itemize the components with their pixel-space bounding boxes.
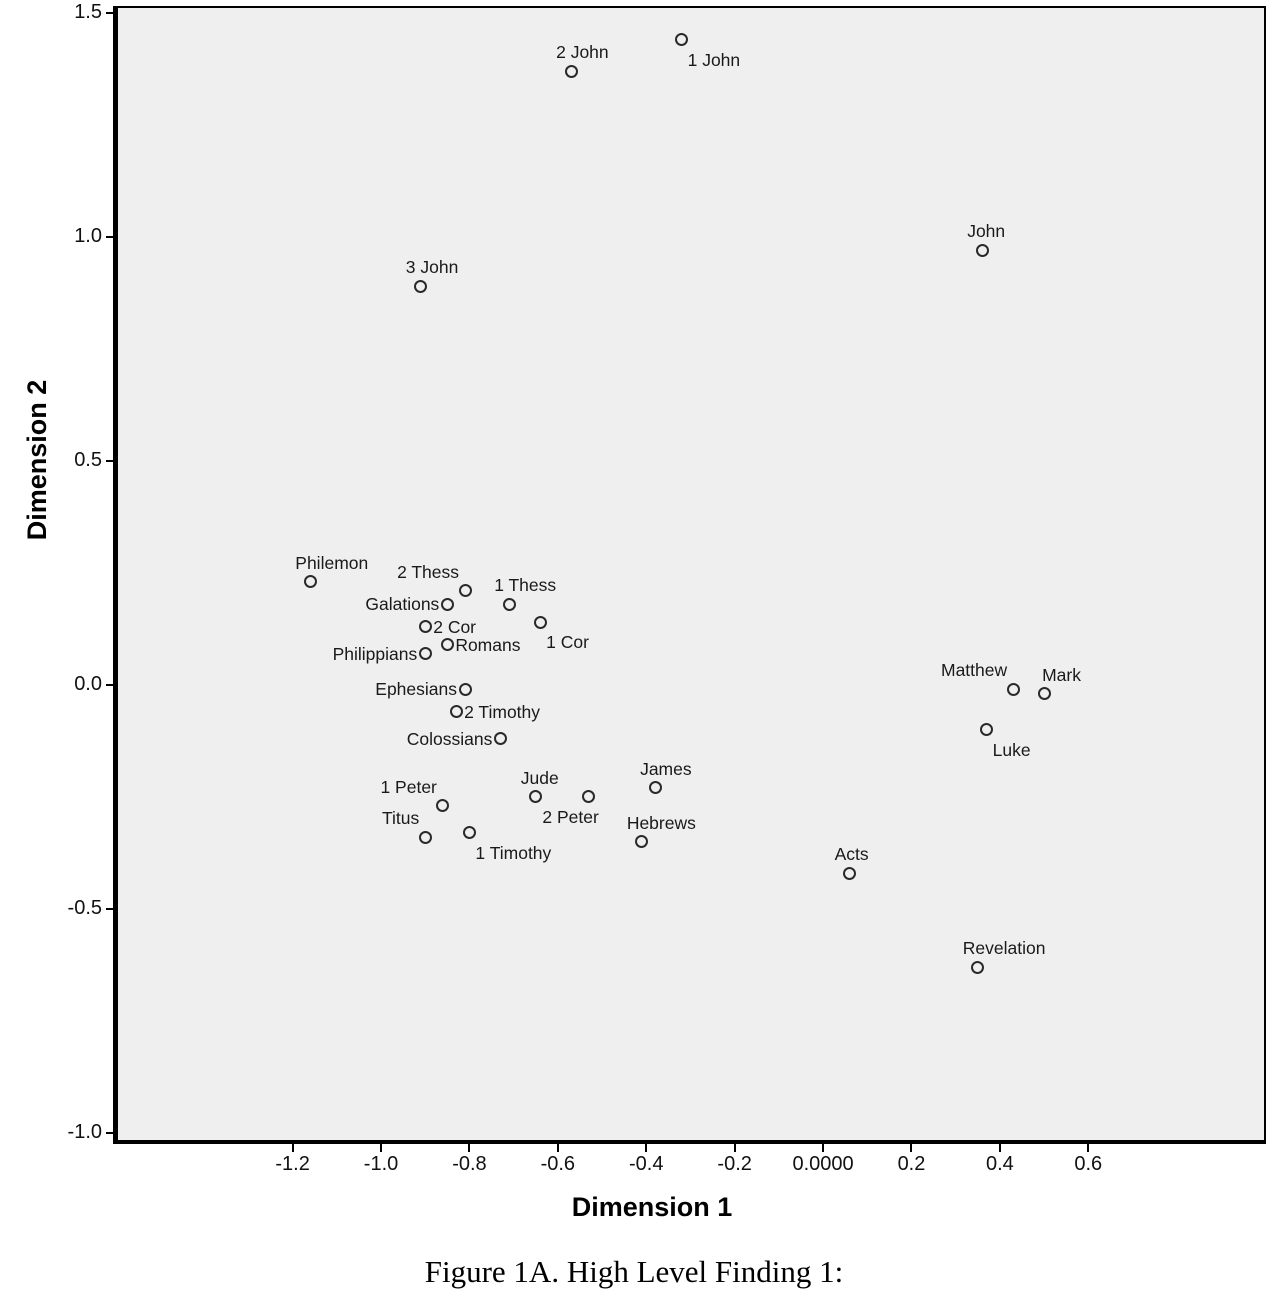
scatter-plot-area: 2 John 1 John John 3 John Philemon 2 Thess Gal… [118, 8, 1266, 1140]
x-tick-mark [1087, 1144, 1090, 1152]
data-point-marker [533, 615, 547, 629]
x-tick-mark [645, 1144, 648, 1152]
point-label: Revelation [962, 938, 1046, 959]
point-label: Romans [455, 634, 521, 655]
data-point-marker [418, 647, 432, 660]
y-tick-label: 0.0 [74, 672, 102, 695]
x-tick-label: -0.6 [540, 1153, 576, 1175]
point-label: 2 Timothy [464, 701, 541, 722]
x-axis-title: Dimension 1 [571, 1192, 733, 1222]
point-label: 2 Thess [397, 561, 459, 582]
x-tick-label: -1.2 [275, 1153, 310, 1175]
x-tick-label: -0.4 [629, 1153, 664, 1175]
plot-top-border [113, 6, 1266, 8]
data-point-marker [648, 781, 662, 795]
x-tick-label: -0.8 [452, 1153, 487, 1175]
data-point-marker [975, 243, 989, 257]
data-point-marker [1037, 687, 1051, 701]
data-point-marker [843, 866, 857, 880]
data-point-marker [1006, 682, 1020, 696]
point-label: Mark [1042, 664, 1081, 685]
point-label: Acts [834, 844, 869, 864]
point-label: 1 Peter [380, 776, 437, 797]
x-tick-mark [910, 1144, 913, 1152]
data-point-marker [458, 584, 472, 598]
data-point-marker [980, 723, 994, 737]
y-tick-mark [106, 235, 114, 238]
data-point-marker [440, 638, 454, 652]
data-point-marker [635, 835, 649, 849]
x-tick-mark [291, 1144, 294, 1152]
data-point-marker [458, 682, 472, 696]
point-label: 1 John [687, 49, 741, 70]
x-tick-mark [733, 1144, 736, 1152]
plot-right-border [1264, 6, 1266, 1140]
y-axis-title: Dimension 2 [22, 379, 52, 541]
data-point-marker [449, 705, 463, 719]
x-tick-label: -1.0 [363, 1153, 399, 1175]
data-point-marker [418, 620, 432, 634]
point-label: James [640, 758, 692, 779]
y-tick-label: 1.0 [74, 224, 102, 247]
point-label: Philemon [295, 552, 369, 573]
data-point-marker [303, 575, 317, 589]
point-label: Jude [520, 767, 559, 788]
data-point-marker [493, 732, 507, 746]
y-tick-label: 0.5 [74, 448, 102, 471]
point-label: 3 John [405, 257, 459, 278]
point-label: 1 Timothy [475, 842, 552, 863]
x-tick-label: -0.2 [717, 1153, 752, 1175]
data-point-marker [502, 597, 516, 611]
x-tick-mark [380, 1144, 383, 1152]
point-label: Titus [381, 808, 420, 829]
x-tick-mark [556, 1144, 559, 1152]
point-label: Colossians [406, 728, 493, 749]
data-point-marker [564, 64, 578, 78]
point-label: Galations [365, 594, 440, 615]
point-label: 2 Cor [433, 616, 477, 637]
x-tick-label: 0.6 [1074, 1153, 1103, 1175]
data-point-marker [462, 826, 476, 840]
y-tick-label: -1.0 [67, 1120, 102, 1143]
point-label: Ephesians [375, 679, 457, 700]
data-point-marker [440, 597, 454, 611]
y-tick-mark [106, 683, 114, 686]
x-tick-mark [468, 1144, 471, 1152]
point-label: 2 Peter [542, 806, 599, 827]
figure-caption: Figure 1A. High Level Finding 1: [424, 1254, 844, 1289]
y-tick-mark [106, 11, 114, 14]
point-label: 1 Cor [546, 632, 589, 653]
data-point-marker [529, 790, 543, 804]
point-label: Matthew [941, 660, 1008, 681]
data-point-marker [414, 279, 428, 293]
x-tick-mark [822, 1144, 825, 1152]
x-tick-label: 0.4 [985, 1153, 1014, 1175]
x-tick-mark [998, 1144, 1001, 1152]
point-label: Luke [992, 739, 1031, 760]
x-tick-label: 0.2 [897, 1153, 926, 1175]
point-label: 1 Thess [494, 575, 557, 596]
y-tick-mark [106, 1131, 114, 1134]
y-tick-label: -0.5 [67, 896, 102, 919]
point-label: 2 John [556, 42, 609, 63]
data-point-marker [675, 33, 689, 47]
point-label: Hebrews [626, 812, 696, 833]
point-label: John [967, 221, 1006, 242]
x-tick-label: 0.0000 [792, 1153, 854, 1175]
data-point-marker [582, 790, 596, 804]
y-tick-mark [106, 907, 114, 910]
y-axis-line [113, 6, 118, 1144]
y-tick-mark [106, 459, 114, 462]
x-axis-line [113, 1140, 1266, 1144]
data-point-marker [418, 830, 432, 844]
data-point-marker [436, 799, 450, 813]
data-point-marker [971, 960, 985, 974]
y-tick-label: 1.5 [74, 0, 102, 23]
point-label: Philippians [332, 643, 418, 664]
